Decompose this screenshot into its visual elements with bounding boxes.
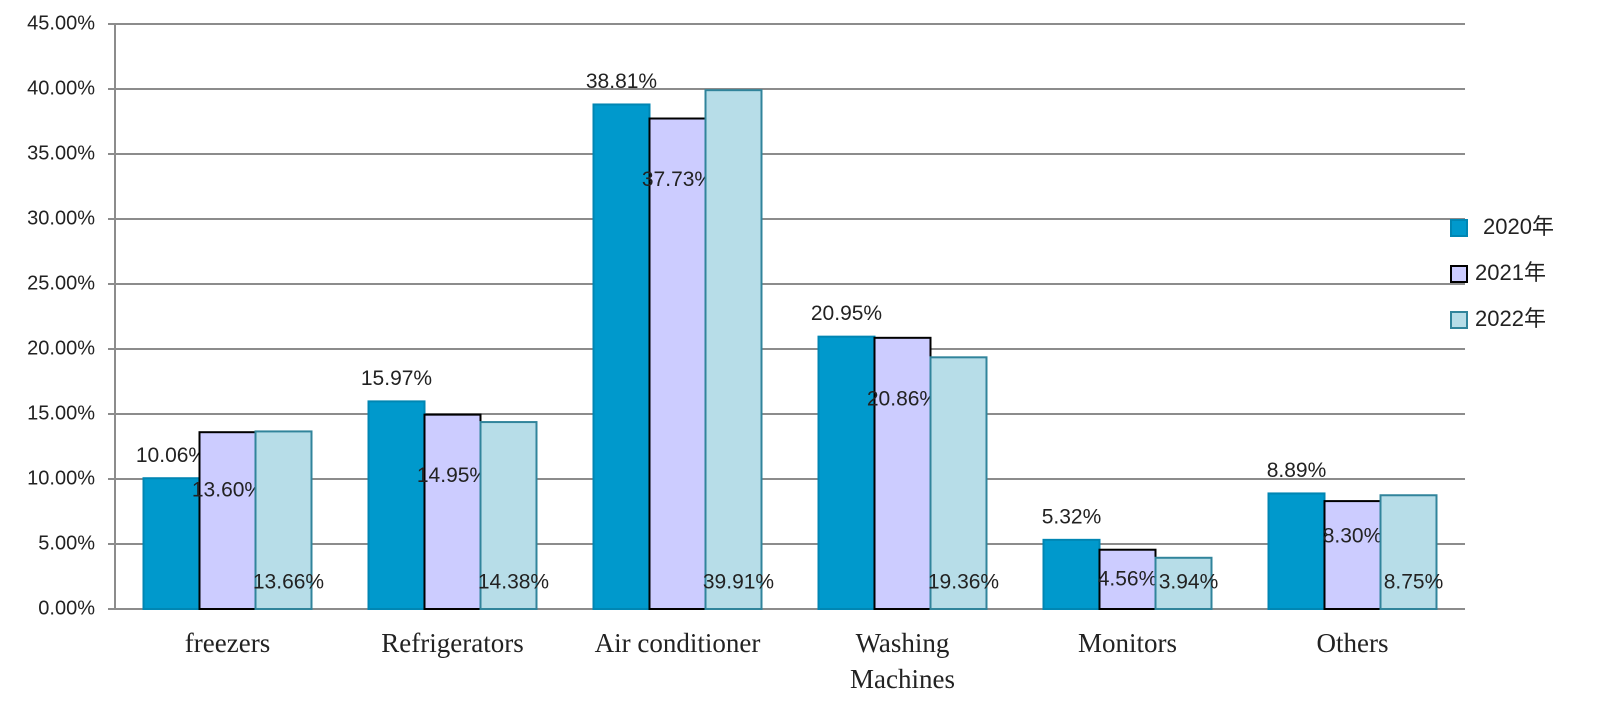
y-tick-label: 40.00% <box>27 77 95 99</box>
bar <box>367 400 426 611</box>
y-tick-label: 35.00% <box>27 142 95 164</box>
bar <box>817 335 876 610</box>
value-label: 15.97% <box>361 367 432 390</box>
value-label: 19.36% <box>928 571 999 594</box>
value-label: 13.60% <box>192 479 263 502</box>
y-tick-label: 45.00% <box>27 12 95 34</box>
y-tick-label: 10.00% <box>27 467 95 489</box>
bar <box>1154 556 1213 611</box>
bar <box>648 117 707 610</box>
legend-swatch <box>1450 311 1468 329</box>
bar <box>704 89 763 611</box>
value-label: 5.32% <box>1042 505 1102 528</box>
y-tick-label: 5.00% <box>38 532 95 554</box>
bar <box>592 103 651 610</box>
value-label: 10.06% <box>136 444 207 467</box>
value-label: 20.95% <box>811 302 882 325</box>
value-label: 3.94% <box>1159 571 1219 594</box>
bar <box>1098 548 1157 610</box>
legend-label: 2020年 <box>1483 214 1554 239</box>
value-label: 4.56% <box>1098 567 1158 590</box>
y-tick-label: 25.00% <box>27 272 95 294</box>
y-tick-label: 20.00% <box>27 337 95 359</box>
bar <box>423 413 482 610</box>
legend-swatch <box>1450 219 1468 237</box>
bar <box>1323 500 1382 611</box>
value-label: 37.73% <box>642 168 713 191</box>
value-label: 8.30% <box>1323 525 1383 548</box>
value-label: 14.38% <box>478 571 549 594</box>
legend-label: 2022年 <box>1475 306 1546 331</box>
x-tick-label: Washing Machines <box>850 628 955 694</box>
y-tick-label: 0.00% <box>38 597 95 619</box>
bar <box>198 431 257 611</box>
legend-swatch <box>1450 265 1468 283</box>
bar <box>1379 494 1438 610</box>
legend-label: 2021年 <box>1475 260 1546 285</box>
value-label: 39.91% <box>703 571 774 594</box>
y-tick-label: 30.00% <box>27 207 95 229</box>
value-label: 20.86% <box>867 387 938 410</box>
bar <box>479 421 538 610</box>
value-label: 13.66% <box>253 571 324 594</box>
bar <box>873 336 932 610</box>
value-label: 38.81% <box>586 70 657 93</box>
x-tick-label: Air conditioner <box>595 628 761 658</box>
value-label: 8.89% <box>1267 459 1327 482</box>
x-tick-label: Others <box>1317 628 1389 658</box>
bar <box>1042 538 1101 611</box>
x-tick-label: Monitors <box>1078 628 1177 658</box>
x-tick-label: freezers <box>185 628 270 658</box>
bar <box>929 356 988 610</box>
y-tick-label: 15.00% <box>27 402 95 424</box>
value-label: 14.95% <box>417 464 488 487</box>
value-label: 8.75% <box>1384 571 1444 594</box>
bar <box>254 430 313 611</box>
x-tick-label: Refrigerators <box>381 628 523 658</box>
bar <box>1267 492 1326 610</box>
